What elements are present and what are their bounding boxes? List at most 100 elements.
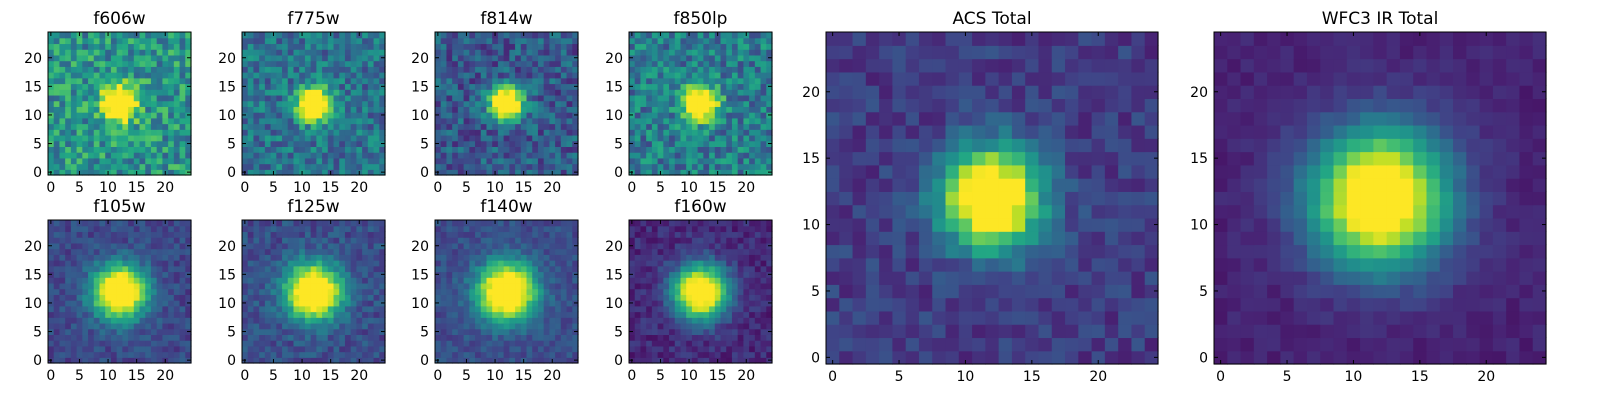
heatmap-cell [116,106,123,113]
heatmap-cell [674,112,682,119]
heatmap-cell [53,351,61,358]
heatmap-cell [70,357,78,364]
heatmap-cell [572,311,579,318]
heatmap-cell [70,260,78,267]
heatmap-cell [532,277,539,284]
heatmap-cell [469,157,476,165]
heatmap-cell [76,271,83,278]
heatmap-cell [179,54,186,62]
heatmap-cell [247,305,255,313]
heatmap-cell [651,134,659,142]
heatmap-cell [185,311,192,318]
heatmap-cell [634,112,642,119]
heatmap-cell [646,117,653,125]
heatmap-cell [139,43,146,50]
heatmap-cell [264,345,272,353]
heatmap-cell [162,100,169,107]
heatmap-cell [452,237,459,244]
heatmap-cell [116,282,123,290]
heatmap-cell [743,322,750,330]
heatmap-cell [247,54,255,62]
heatmap-cell [70,49,78,56]
heatmap-cell [737,146,744,153]
heatmap-cell [264,54,272,62]
x-tick-label: 5 [75,368,84,384]
heatmap-cell [566,169,573,176]
heatmap-cell [133,340,141,347]
heatmap-cell [697,351,704,358]
heatmap-cell [766,146,773,153]
heatmap-cell [446,49,453,56]
heatmap-cell [259,129,266,136]
heatmap-cell [509,237,516,244]
heatmap-cell [145,265,152,273]
heatmap-cell [105,351,112,358]
heatmap-cell [629,305,636,313]
heatmap-cell [53,288,61,295]
heatmap-cell [440,106,448,113]
heatmap-cell [93,311,101,318]
heatmap-cell [549,271,556,278]
heatmap-cell [634,288,642,295]
heatmap-cell [173,305,181,313]
heatmap-cell [53,225,61,233]
heatmap-cell [299,37,306,45]
heatmap-cell [128,54,135,62]
heatmap-cell [469,225,476,233]
heatmap-cell [646,294,653,301]
heatmap-cell [276,37,283,45]
heatmap-cell [150,294,158,301]
heatmap-cell [680,328,687,335]
heatmap-cell [463,237,470,244]
heatmap-cell [179,311,186,318]
heatmap-cell [264,305,272,313]
heatmap-cell [515,94,522,102]
heatmap-cell [322,300,329,307]
heatmap-cell [709,106,716,113]
heatmap-cell [446,340,453,347]
heatmap-cell [435,305,442,313]
heatmap-cell [156,322,163,330]
heatmap-cell [549,134,556,142]
heatmap-cell [59,152,66,159]
heatmap-cell [299,89,306,96]
heatmap-cell [669,300,676,307]
heatmap-cell [446,66,453,73]
heatmap-cell [253,32,260,39]
heatmap-cell [651,351,659,358]
heatmap-cell [247,351,255,358]
heatmap-cell [743,89,750,96]
heatmap-cell [59,334,66,341]
heatmap-cell [259,237,266,244]
heatmap-cell [731,43,739,50]
heatmap-cell [555,248,562,255]
heatmap-cell [754,328,762,335]
heatmap-cell [720,340,727,347]
heatmap-cell [299,123,306,130]
heatmap-cell [122,351,129,358]
heatmap-cell [168,106,175,113]
heatmap-cell [629,157,636,165]
heatmap-cell [293,134,300,142]
heatmap-cell [150,288,158,295]
heatmap-cell [150,37,158,45]
heatmap-cell [59,231,66,238]
heatmap-cell [497,123,505,130]
heatmap-cell [452,317,459,324]
heatmap-cell [760,311,767,318]
heatmap-cell [105,305,112,313]
heatmap-cell [59,134,66,142]
heatmap-cell [532,317,539,324]
heatmap-cell [520,89,528,96]
heatmap-cell [714,288,722,295]
heatmap-cell [737,322,744,330]
heatmap-cell [70,112,78,119]
heatmap-cell [509,106,516,113]
heatmap-cell [322,277,329,284]
heatmap-cell [185,134,192,142]
heatmap-cell [65,54,72,62]
heatmap-cell [339,317,346,324]
heatmap-cell [680,54,687,62]
heatmap-cell [65,248,72,255]
heatmap-cell [703,169,710,176]
